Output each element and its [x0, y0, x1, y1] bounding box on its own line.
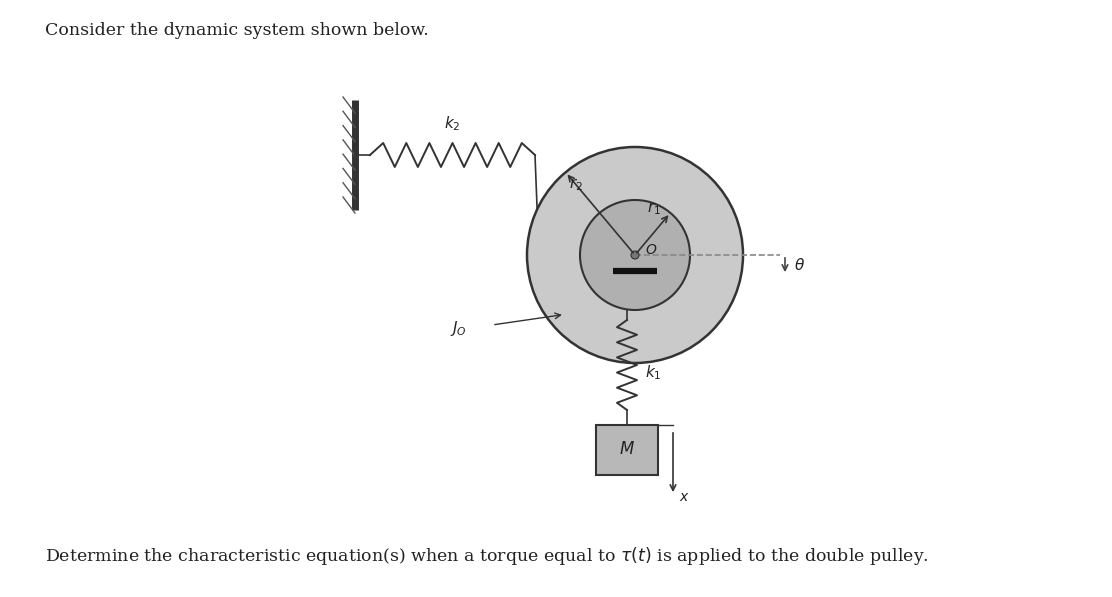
Text: $\theta$: $\theta$	[794, 257, 805, 273]
Circle shape	[580, 200, 691, 310]
Circle shape	[527, 147, 743, 363]
Text: $k_1$: $k_1$	[645, 364, 662, 382]
Text: $r_1$: $r_1$	[647, 201, 661, 217]
Text: $O$: $O$	[645, 243, 657, 257]
Text: $J_O$: $J_O$	[450, 319, 467, 337]
Text: $k_2$: $k_2$	[445, 114, 460, 133]
Text: $x$: $x$	[679, 490, 689, 504]
Bar	[596, 425, 658, 475]
Text: Consider the dynamic system shown below.: Consider the dynamic system shown below.	[44, 22, 429, 39]
Text: $M$: $M$	[619, 442, 635, 458]
Circle shape	[631, 251, 639, 259]
Text: Determine the characteristic equation(s) when a torque equal to $\tau(t)$ is app: Determine the characteristic equation(s)…	[44, 545, 929, 567]
Text: $r_2$: $r_2$	[569, 176, 583, 193]
